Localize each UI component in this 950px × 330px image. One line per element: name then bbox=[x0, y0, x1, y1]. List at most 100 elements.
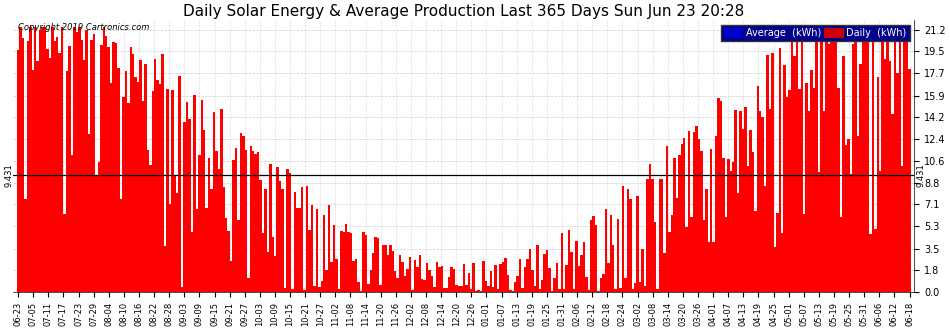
Bar bbox=[441, 266, 443, 292]
Bar bbox=[674, 157, 675, 292]
Bar bbox=[793, 56, 796, 292]
Bar bbox=[901, 166, 903, 292]
Bar bbox=[823, 111, 826, 292]
Bar bbox=[750, 129, 751, 292]
Bar bbox=[416, 267, 419, 292]
Bar bbox=[857, 137, 860, 292]
Bar bbox=[832, 42, 835, 292]
Bar bbox=[691, 217, 693, 292]
Bar bbox=[830, 26, 832, 292]
Bar bbox=[767, 55, 769, 292]
Bar bbox=[320, 281, 323, 292]
Bar bbox=[475, 291, 477, 292]
Bar bbox=[430, 276, 433, 292]
Bar bbox=[447, 278, 450, 292]
Bar bbox=[332, 225, 335, 292]
Bar bbox=[656, 289, 658, 292]
Bar bbox=[220, 110, 222, 292]
Bar bbox=[132, 54, 134, 292]
Bar bbox=[93, 34, 95, 292]
Bar bbox=[318, 286, 320, 292]
Bar bbox=[517, 276, 519, 292]
Bar bbox=[360, 291, 362, 292]
Bar bbox=[205, 208, 208, 292]
Bar bbox=[129, 47, 132, 292]
Bar bbox=[529, 249, 531, 292]
Bar bbox=[107, 47, 110, 292]
Bar bbox=[697, 139, 700, 292]
Bar bbox=[590, 220, 593, 292]
Bar bbox=[396, 278, 399, 292]
Bar bbox=[315, 209, 318, 292]
Bar bbox=[152, 91, 154, 292]
Bar bbox=[407, 269, 408, 292]
Bar bbox=[134, 77, 137, 292]
Bar bbox=[348, 232, 350, 292]
Bar bbox=[166, 89, 169, 292]
Bar bbox=[124, 72, 127, 292]
Bar bbox=[675, 198, 678, 292]
Bar bbox=[840, 217, 843, 292]
Bar bbox=[443, 288, 446, 292]
Bar bbox=[309, 230, 311, 292]
Bar bbox=[651, 179, 654, 292]
Bar bbox=[210, 189, 213, 292]
Bar bbox=[426, 263, 428, 292]
Bar bbox=[286, 169, 289, 292]
Bar bbox=[70, 155, 73, 292]
Bar bbox=[622, 186, 624, 292]
Bar bbox=[497, 289, 500, 292]
Bar bbox=[239, 133, 242, 292]
Bar bbox=[896, 73, 899, 292]
Bar bbox=[519, 259, 522, 292]
Bar bbox=[654, 222, 656, 292]
Bar bbox=[617, 219, 619, 292]
Bar bbox=[86, 30, 87, 292]
Bar bbox=[671, 215, 674, 292]
Bar bbox=[140, 60, 142, 292]
Bar bbox=[311, 205, 314, 292]
Bar bbox=[222, 186, 225, 292]
Bar bbox=[644, 285, 646, 292]
Bar bbox=[252, 151, 255, 292]
Bar bbox=[484, 281, 487, 292]
Text: 9.431: 9.431 bbox=[917, 164, 926, 187]
Bar bbox=[593, 216, 595, 292]
Bar bbox=[142, 101, 144, 292]
Bar bbox=[722, 158, 725, 292]
Bar bbox=[472, 263, 475, 292]
Bar bbox=[576, 241, 578, 292]
Bar bbox=[404, 276, 407, 292]
Bar bbox=[480, 291, 483, 292]
Bar bbox=[51, 26, 53, 292]
Bar bbox=[862, 40, 864, 292]
Bar bbox=[502, 262, 504, 292]
Bar bbox=[688, 131, 691, 292]
Bar bbox=[298, 208, 301, 292]
Bar bbox=[455, 285, 458, 292]
Bar bbox=[599, 279, 602, 292]
Bar bbox=[666, 146, 669, 292]
Bar bbox=[776, 213, 779, 292]
Bar bbox=[837, 88, 840, 292]
Bar bbox=[453, 269, 455, 292]
Bar bbox=[200, 100, 203, 292]
Bar bbox=[213, 112, 216, 292]
Bar bbox=[149, 165, 152, 292]
Bar bbox=[504, 258, 506, 292]
Bar bbox=[466, 285, 467, 292]
Bar bbox=[387, 255, 390, 292]
Bar bbox=[700, 151, 703, 292]
Bar bbox=[171, 90, 174, 292]
Bar bbox=[615, 289, 617, 292]
Bar bbox=[512, 291, 514, 292]
Bar bbox=[272, 237, 274, 292]
Bar bbox=[76, 32, 78, 292]
Bar bbox=[908, 69, 911, 292]
Bar bbox=[123, 97, 124, 292]
Bar bbox=[384, 245, 387, 292]
Bar bbox=[242, 136, 244, 292]
Bar bbox=[747, 166, 750, 292]
Bar bbox=[68, 47, 70, 292]
Bar bbox=[328, 205, 331, 292]
